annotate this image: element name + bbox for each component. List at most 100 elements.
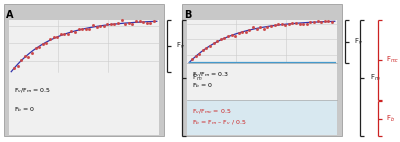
Point [133,20,139,23]
Point [36,46,42,48]
Point [257,25,264,28]
Point [225,35,231,37]
Point [126,22,132,25]
Point [122,22,128,25]
Bar [187,63,337,100]
Point [50,36,57,39]
Text: F$_{mc}$: F$_{mc}$ [386,55,400,65]
Text: F$_m$: F$_m$ [192,73,202,83]
Point [293,22,299,25]
Point [11,67,17,69]
Point [314,20,321,22]
Point [286,23,292,26]
Bar [187,100,337,135]
Text: F$_b$ = 0: F$_b$ = 0 [192,81,213,90]
Point [250,26,256,29]
Point [289,21,296,24]
Point [311,21,317,23]
Point [329,21,335,23]
Point [207,44,213,47]
Point [300,23,306,25]
Point [318,21,324,23]
Point [221,37,228,39]
Point [210,41,217,44]
Point [268,25,274,27]
Point [18,58,24,61]
Point [260,28,267,30]
Point [239,31,246,34]
Point [14,64,21,67]
Point [236,32,242,34]
Point [43,42,50,44]
Point [307,21,314,23]
Text: F$_b$ = F$_m$ – F$_v$ / 0.5: F$_b$ = F$_m$ – F$_v$ / 0.5 [192,118,246,127]
Point [278,23,285,25]
Point [100,25,107,27]
Point [254,28,260,31]
Text: A: A [6,10,14,20]
Point [79,28,86,30]
Point [144,22,150,24]
Point [296,23,303,26]
Point [22,55,28,57]
Text: F$_v$/F$_m$ = 0.5: F$_v$/F$_m$ = 0.5 [14,86,51,95]
Point [232,35,238,37]
Point [86,27,92,30]
Point [65,33,71,35]
Bar [9,20,159,72]
Text: F$_v$: F$_v$ [176,41,186,51]
Point [118,19,125,22]
Point [147,22,154,24]
Text: F$_v$/F$_{mc}$ = 0.5: F$_v$/F$_{mc}$ = 0.5 [192,107,231,116]
Point [264,26,270,28]
Point [275,23,281,25]
Point [282,23,288,26]
Point [271,24,278,26]
Point [214,40,220,43]
Point [140,21,146,23]
Bar [9,72,159,135]
Point [90,24,96,27]
Point [72,31,78,33]
Text: F$_b$ = 0: F$_b$ = 0 [14,105,35,114]
Text: B: B [184,10,192,20]
Point [322,20,328,23]
Point [82,28,89,30]
Point [97,25,103,28]
Bar [4,4,164,136]
Bar [182,4,342,136]
Point [189,58,195,60]
Point [58,33,64,35]
Point [129,23,136,25]
Point [218,38,224,40]
Point [93,25,100,28]
Point [40,43,46,45]
Point [115,22,121,24]
Point [111,22,118,25]
Point [29,52,35,54]
Point [76,28,82,30]
Point [104,23,110,25]
Point [151,19,157,22]
Point [47,38,53,40]
Point [108,23,114,25]
Text: F$_v$/F$_m$ = 0.3: F$_v$/F$_m$ = 0.3 [192,71,229,79]
Point [200,49,206,51]
Point [203,47,210,49]
Point [32,47,39,50]
Point [192,55,199,57]
Point [68,30,75,33]
Point [54,36,60,38]
Point [304,22,310,25]
Point [61,33,68,35]
Point [243,31,249,33]
Text: F$_b$: F$_b$ [386,113,395,124]
Point [25,56,32,58]
Text: F$_m$: F$_m$ [370,73,380,83]
Point [228,34,235,36]
Point [196,53,202,55]
Text: F$_v$: F$_v$ [354,36,364,47]
Point [136,19,143,22]
Point [246,29,253,31]
Bar [187,20,337,63]
